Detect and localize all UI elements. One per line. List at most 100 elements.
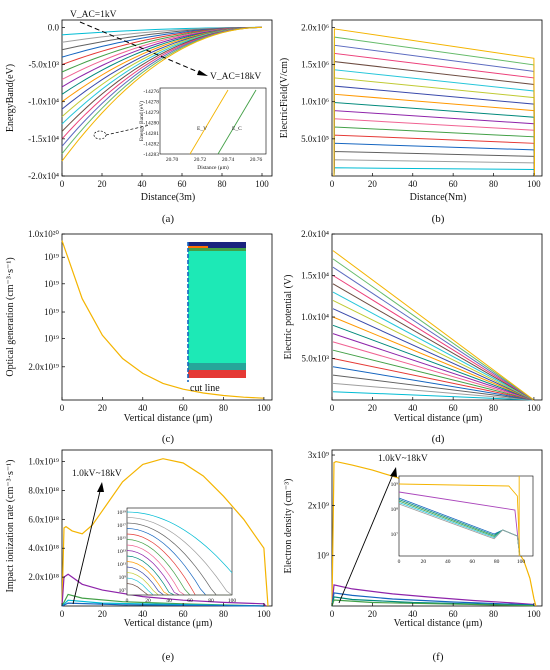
panel-c-xtick-label: 20 bbox=[98, 403, 108, 413]
panel-e-inset-xtick-label: 40 bbox=[166, 598, 172, 604]
panel-e-inset-ytick-label: 10¹¹ bbox=[117, 562, 126, 568]
cut-line-label: cut line bbox=[190, 383, 220, 394]
panel-f-xtick-label: 100 bbox=[527, 609, 541, 619]
panel-f-curve bbox=[331, 584, 534, 607]
panel-a-inset-ytick-label: -14278 bbox=[143, 100, 159, 106]
panel-c-ytick-label: 10¹⁹ bbox=[44, 334, 59, 344]
panel-e-annotation: 1.0kV~18kV bbox=[72, 469, 122, 479]
panel-c-x-ticks: 0 20 40 60 80 100 bbox=[60, 397, 271, 413]
panel-a-label: (a) bbox=[162, 213, 175, 225]
panel-a-xtick-label: 80 bbox=[218, 179, 228, 189]
panel-a-ytick-label: -2.0x10⁴ bbox=[28, 171, 59, 181]
panel-a-inset-ticks: 20.70 20.72 20.74 20.76 -14276 -14278 -14279 -1… bbox=[143, 89, 262, 163]
panel-a-inset-ylabel: Energy Band (eV) bbox=[138, 101, 145, 141]
panel-b-xtick-label: 60 bbox=[449, 179, 459, 189]
structure-top-electrode bbox=[188, 242, 246, 248]
panel-c-xtick-label: 100 bbox=[257, 403, 271, 413]
panel-a-xtick-label: 0 bbox=[60, 179, 65, 189]
panel-a-inset: E_V E_C 20.70 20.72 20.74 20.76 -14276 -14278… bbox=[138, 87, 267, 171]
panel-e-inset-ytick-label: 10¹⁵ bbox=[117, 536, 126, 542]
panel-c-xtick-label: 0 bbox=[60, 403, 65, 413]
panel-a-inset-xtick-label: 20.70 bbox=[166, 157, 179, 163]
panel-f-inset-ytick-label: 10⁹ bbox=[391, 482, 399, 488]
panel-e-xtick-label: 60 bbox=[179, 609, 189, 619]
panel-f-inset-series bbox=[398, 476, 521, 557]
panel-e-x-ticks: 0 20 40 60 80 100 bbox=[60, 603, 271, 619]
panel-c-series bbox=[61, 240, 264, 399]
panel-a-inset-frame bbox=[159, 87, 267, 155]
panel-b-ytick-label: 5.0x10⁵ bbox=[301, 134, 329, 144]
panel-a-inset-xtick-label: 20.72 bbox=[194, 157, 207, 163]
panel-c-frame bbox=[61, 233, 273, 401]
structure-bottom-layer bbox=[188, 363, 246, 370]
panel-a-inset-ytick-label: -14276 bbox=[143, 89, 159, 95]
panel-a-x-ticks: 0 20 40 60 80 100 bbox=[60, 173, 269, 189]
panel-a-inset-ytick-label: -14283 bbox=[143, 152, 159, 158]
panel-b-curve bbox=[333, 28, 535, 177]
panel-b-ylabel: ElectricField(V/cm) bbox=[279, 58, 290, 139]
panel-c-curve bbox=[61, 240, 264, 399]
panel-f-xtick-label: 0 bbox=[330, 609, 335, 619]
panel-e-xlabel: Vertical distance (μm) bbox=[124, 618, 213, 629]
panel-d-curve bbox=[332, 382, 534, 401]
panel-a-inset-ytick-label: -14280 bbox=[143, 121, 159, 127]
panel-d-y-ticks: 5.0x10³ 1.0x10⁴ 1.5x10⁴ 2.0x10⁴ bbox=[301, 229, 335, 364]
panel-f-y-ticks: 10⁹ 2x10⁹ 3x10⁹ bbox=[308, 450, 335, 561]
panel-d-label: (d) bbox=[432, 433, 445, 445]
panel-f-inset-xtick-label: 60 bbox=[469, 559, 475, 565]
panel-a-ytick-label: 0.0 bbox=[48, 22, 60, 32]
panel-b-xlabel: Distance(Nm) bbox=[410, 192, 467, 203]
panel-d-xtick-label: 0 bbox=[330, 403, 335, 413]
panel-d-curve bbox=[332, 374, 534, 401]
panel-d-curve bbox=[332, 266, 535, 401]
panel-e-inset-ytick-label: 10⁹ bbox=[119, 575, 127, 581]
panel-a-zoom-ellipse bbox=[93, 130, 107, 140]
panel-d-curve bbox=[332, 291, 535, 401]
panel-b-curve bbox=[333, 142, 535, 177]
panel-e-inset-curve bbox=[126, 583, 232, 596]
panel-d-series bbox=[332, 250, 535, 401]
panel-d-curve bbox=[332, 341, 535, 401]
panel-f-inset-xtick-label: 80 bbox=[494, 559, 500, 565]
panel-b: 0 20 40 60 80 100 5.0x10⁵ 1.0x10⁶ 1.5x10⁶ 2.0x10… bbox=[279, 19, 543, 225]
panel-a-inset-ytick-label: -14281 bbox=[143, 131, 159, 137]
panel-c-xlabel: Vertical distance (μm) bbox=[124, 413, 213, 424]
panel-c-xtick-label: 60 bbox=[179, 403, 189, 413]
panel-e-curve bbox=[61, 593, 264, 607]
panel-a-arrow bbox=[79, 21, 204, 75]
panel-a-xlabel: Distance(3m) bbox=[141, 192, 195, 203]
panel-d-curve bbox=[332, 358, 535, 401]
panel-e-ytick-label: 6.0x10¹⁸ bbox=[28, 514, 59, 524]
panel-a-xtick-label: 20 bbox=[98, 179, 108, 189]
panel-e-inset-xtick-label: 100 bbox=[228, 598, 237, 604]
panel-e-curve bbox=[61, 573, 267, 607]
panel-e-ytick-label: 2.0x10¹⁸ bbox=[28, 572, 59, 582]
panel-a: 0 20 40 60 80 100 0.0 -5.0x10³ -1.0x10⁴ -1.5x10⁴… bbox=[5, 10, 273, 225]
panel-e-arrow bbox=[72, 486, 102, 605]
panel-f-inset-ytick-label: 10⁷ bbox=[391, 532, 399, 538]
panel-a-ytick-label: -1.0x10⁴ bbox=[28, 97, 59, 107]
panel-f-xtick-label: 40 bbox=[408, 609, 418, 619]
panel-e-curve bbox=[61, 458, 269, 607]
panel-e: 0 20 40 60 80 100 2.0x10¹⁸ 4.0x10¹⁸ 6.0x10¹⁸ 8.0… bbox=[5, 449, 273, 663]
panel-a-inset-xtick-label: 20.74 bbox=[222, 157, 235, 163]
panel-f-xlabel: Vertical distance (μm) bbox=[394, 618, 483, 629]
panel-c-ytick-label: 10¹⁹ bbox=[44, 252, 59, 262]
panel-b-xtick-label: 0 bbox=[330, 179, 335, 189]
panel-e-inset-ytick-label: 10⁷ bbox=[119, 588, 127, 594]
panel-a-xtick-label: 60 bbox=[178, 179, 188, 189]
panel-c-xtick-label: 80 bbox=[219, 403, 229, 413]
panel-c-xtick-label: 40 bbox=[138, 403, 148, 413]
panel-d-x-ticks: 0 20 40 60 80 100 bbox=[330, 397, 541, 413]
panel-d-curve bbox=[332, 316, 535, 401]
panel-f-ytick-label: 3x10⁹ bbox=[308, 450, 329, 460]
panel-e-inset-ytick-label: 10¹⁷ bbox=[117, 523, 126, 529]
panel-e-xtick-label: 20 bbox=[98, 609, 108, 619]
panel-e-xtick-label: 80 bbox=[219, 609, 229, 619]
panel-e-inset-ytick-label: 10¹⁹ bbox=[117, 510, 126, 516]
panel-a-inset-xlabel: Distance (μm) bbox=[197, 164, 229, 171]
panel-b-series bbox=[333, 28, 535, 177]
panel-f-inset: 0 20 40 60 80 100 10⁹ 10⁸ 10⁷ bbox=[391, 475, 534, 565]
panel-f-arrow bbox=[338, 471, 395, 604]
panel-a-series bbox=[61, 26, 263, 162]
